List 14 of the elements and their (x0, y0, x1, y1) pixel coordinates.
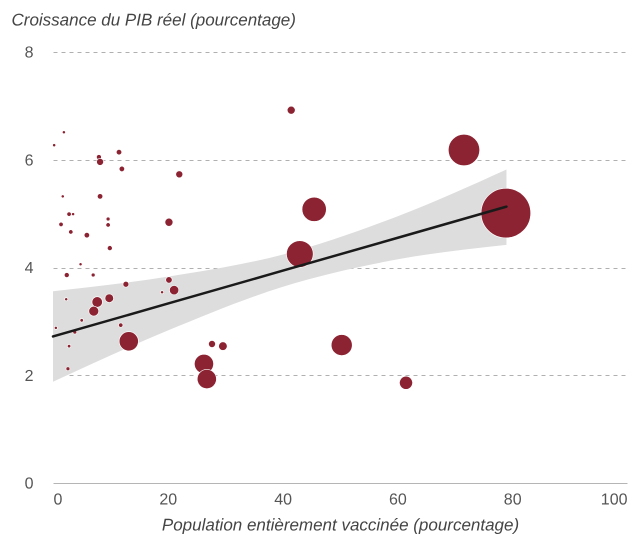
x-tick-label: 20 (159, 492, 178, 508)
x-tick-label: 80 (504, 492, 522, 508)
y-tick-label: 2 (24, 368, 34, 385)
y-tick-label: 0 (24, 476, 34, 492)
y-tick-label: 6 (24, 152, 34, 170)
x-axis-title: Population entièrement vaccinée (pourcentage) (162, 516, 520, 534)
x-tick-label: 0 (54, 492, 62, 508)
x-tick-label: 40 (274, 492, 292, 508)
line-series (52, 205, 508, 338)
x-tick-label: 60 (389, 492, 407, 508)
x-tick-label: 100 (600, 492, 628, 508)
y-axis-title: Croissance du PIB réel (pourcentage) (12, 10, 296, 30)
y-tick-label: 8 (24, 44, 34, 62)
y-tick-label: 4 (24, 260, 34, 277)
